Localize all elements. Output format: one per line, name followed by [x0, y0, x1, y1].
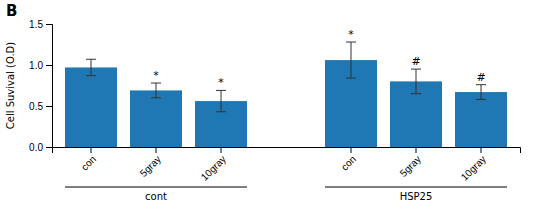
tick-mark: [46, 24, 52, 25]
tick-label: 10gray: [199, 153, 228, 182]
tick-mark: [91, 147, 92, 153]
tick: con: [339, 147, 358, 173]
axis-line: [46, 25, 53, 148]
annotation: *: [153, 69, 159, 82]
chart: B 0.0 0.5 1.0 1.5 con 5gray 10gray con 5gray 10gra…: [0, 0, 536, 209]
group-label: HSP25: [400, 191, 433, 202]
annotations: * * * # #: [153, 28, 485, 89]
axis-line: [53, 148, 521, 154]
error-bar: [476, 85, 486, 100]
tick-mark: [46, 106, 52, 107]
tick-label: 0.0: [29, 142, 43, 153]
marks: [65, 42, 507, 147]
error-bar: [151, 83, 161, 98]
tick-label: 5gray: [138, 153, 163, 178]
bar: [130, 90, 182, 147]
group-brackets: cont HSP25: [65, 187, 507, 202]
panel-label: B: [6, 2, 17, 20]
error-bar: [411, 69, 421, 94]
tick: 1.0: [29, 60, 52, 71]
tick: 10gray: [459, 147, 488, 183]
tick-label: 1.5: [29, 19, 43, 30]
tick: 0.5: [29, 101, 52, 112]
group-label: cont: [145, 191, 167, 202]
error-bar: [216, 90, 226, 111]
tick: con: [79, 147, 98, 173]
bar: [65, 67, 117, 147]
tick-label: con: [339, 153, 358, 172]
tick: 1.5: [29, 19, 52, 30]
tick-mark: [221, 147, 222, 153]
annotation: *: [218, 76, 224, 89]
tick-mark: [46, 65, 52, 66]
tick: 5gray: [398, 147, 423, 179]
tick-mark: [46, 147, 52, 148]
error-bars: [86, 42, 486, 112]
error-bar: [86, 59, 96, 75]
tick-label: 1.0: [29, 60, 43, 71]
tick-label: con: [79, 153, 98, 172]
annotation: *: [348, 28, 354, 41]
group-bracket: [325, 187, 507, 188]
tick-mark: [156, 147, 157, 153]
tick-mark: [351, 147, 352, 153]
tick-mark: [416, 147, 417, 153]
tick: 0.0: [29, 142, 52, 153]
group-bracket: [65, 187, 247, 188]
annotation: #: [476, 71, 485, 84]
y-axis: 0.0 0.5 1.0 1.5: [29, 19, 52, 153]
bar: [455, 92, 507, 147]
tick: 10gray: [199, 147, 228, 183]
plot: 0.0 0.5 1.0 1.5 con 5gray 10gray con 5gray 10gray…: [5, 19, 521, 202]
tick-label: 0.5: [29, 101, 43, 112]
x-axis: con 5gray 10gray con 5gray 10gray: [53, 147, 521, 183]
annotation: #: [411, 55, 420, 68]
tick-label: 5gray: [398, 153, 423, 178]
tick-label: 10gray: [459, 153, 488, 182]
tick: 5gray: [138, 147, 163, 179]
tick-mark: [481, 147, 482, 153]
y-axis-title: Cell Suvival (O.D): [5, 42, 16, 130]
error-bar: [346, 42, 356, 78]
